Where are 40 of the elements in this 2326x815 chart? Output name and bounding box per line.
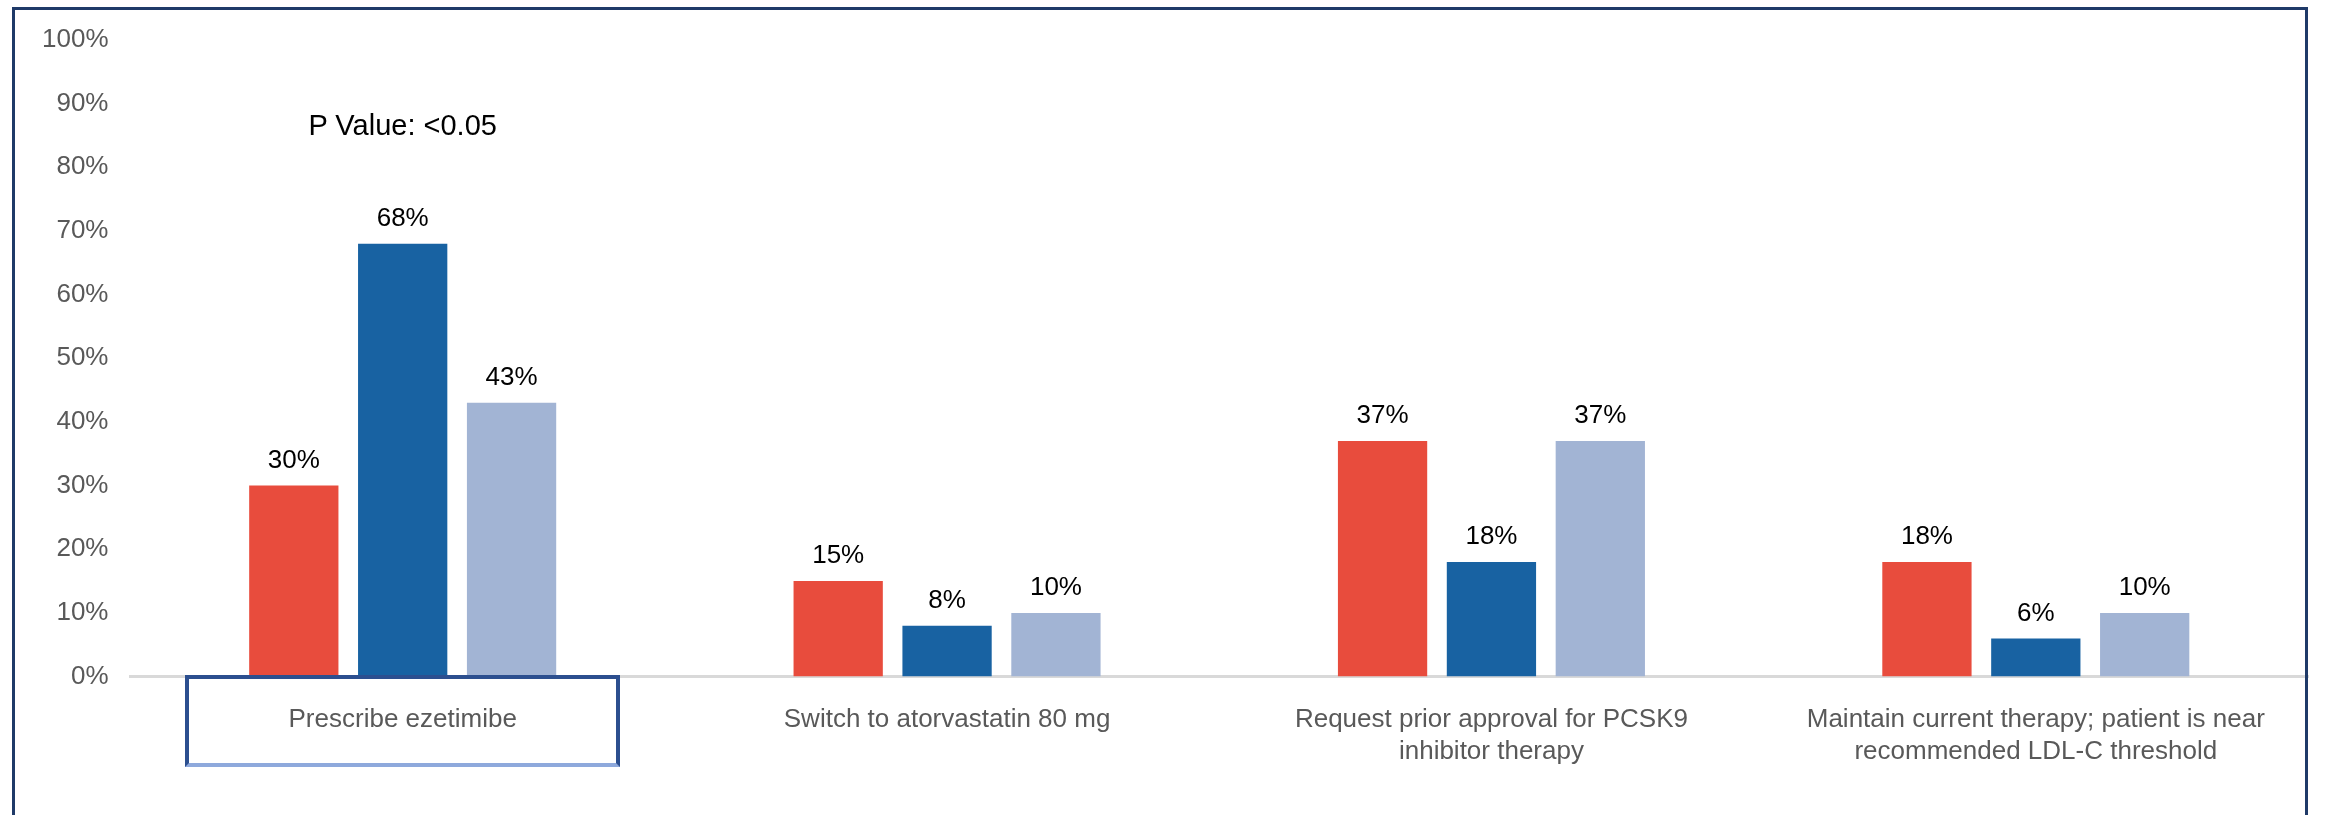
- bar: [466, 402, 557, 677]
- data-label: 8%: [928, 583, 966, 614]
- x-tick-label: Switch to atorvastatin 80 mg: [783, 703, 1111, 734]
- bar: [1011, 612, 1101, 677]
- y-tick-label: 70%: [56, 214, 109, 245]
- bar: [1882, 562, 1972, 677]
- data-label: 6%: [2017, 596, 2055, 627]
- data-label: 15%: [812, 539, 865, 570]
- data-label: 37%: [1356, 399, 1409, 430]
- y-tick-label: 0%: [70, 659, 109, 690]
- bar: [793, 581, 883, 677]
- data-label: 18%: [1900, 520, 1953, 551]
- y-tick-label: 90%: [56, 86, 109, 117]
- bar: [2100, 612, 2190, 677]
- y-tick-label: 10%: [56, 596, 109, 627]
- bar: [249, 485, 339, 677]
- data-label: 37%: [1574, 399, 1627, 430]
- bar: [1991, 638, 2081, 677]
- data-label: 10%: [2118, 571, 2171, 602]
- bar: [358, 243, 448, 677]
- y-tick-label: 60%: [56, 277, 109, 308]
- x-tick-label: Prescribe ezetimibe: [288, 703, 517, 734]
- data-label: 43%: [485, 361, 538, 392]
- y-tick-label: 50%: [56, 341, 109, 372]
- data-label: 18%: [1465, 520, 1518, 551]
- y-tick-label: 100%: [42, 23, 109, 54]
- bar: [1337, 441, 1428, 677]
- x-tick-label: Maintain current therapy; patient is near recommended LDL-C threshold: [1806, 703, 2266, 765]
- y-tick-label: 80%: [56, 150, 109, 181]
- bar: [1446, 562, 1537, 677]
- data-label: 30%: [267, 443, 320, 474]
- bar: [902, 625, 992, 677]
- x-tick-label: Request prior approval for PCSK9 inhibitor therapy: [1294, 703, 1688, 765]
- y-tick-label: 40%: [56, 405, 109, 436]
- data-label: 10%: [1029, 571, 1082, 602]
- y-tick-label: 30%: [56, 468, 109, 499]
- bar: [1555, 441, 1645, 677]
- data-label: 68%: [376, 201, 429, 232]
- y-tick-label: 20%: [56, 532, 109, 563]
- annotation: P Value: <0.05: [308, 109, 497, 142]
